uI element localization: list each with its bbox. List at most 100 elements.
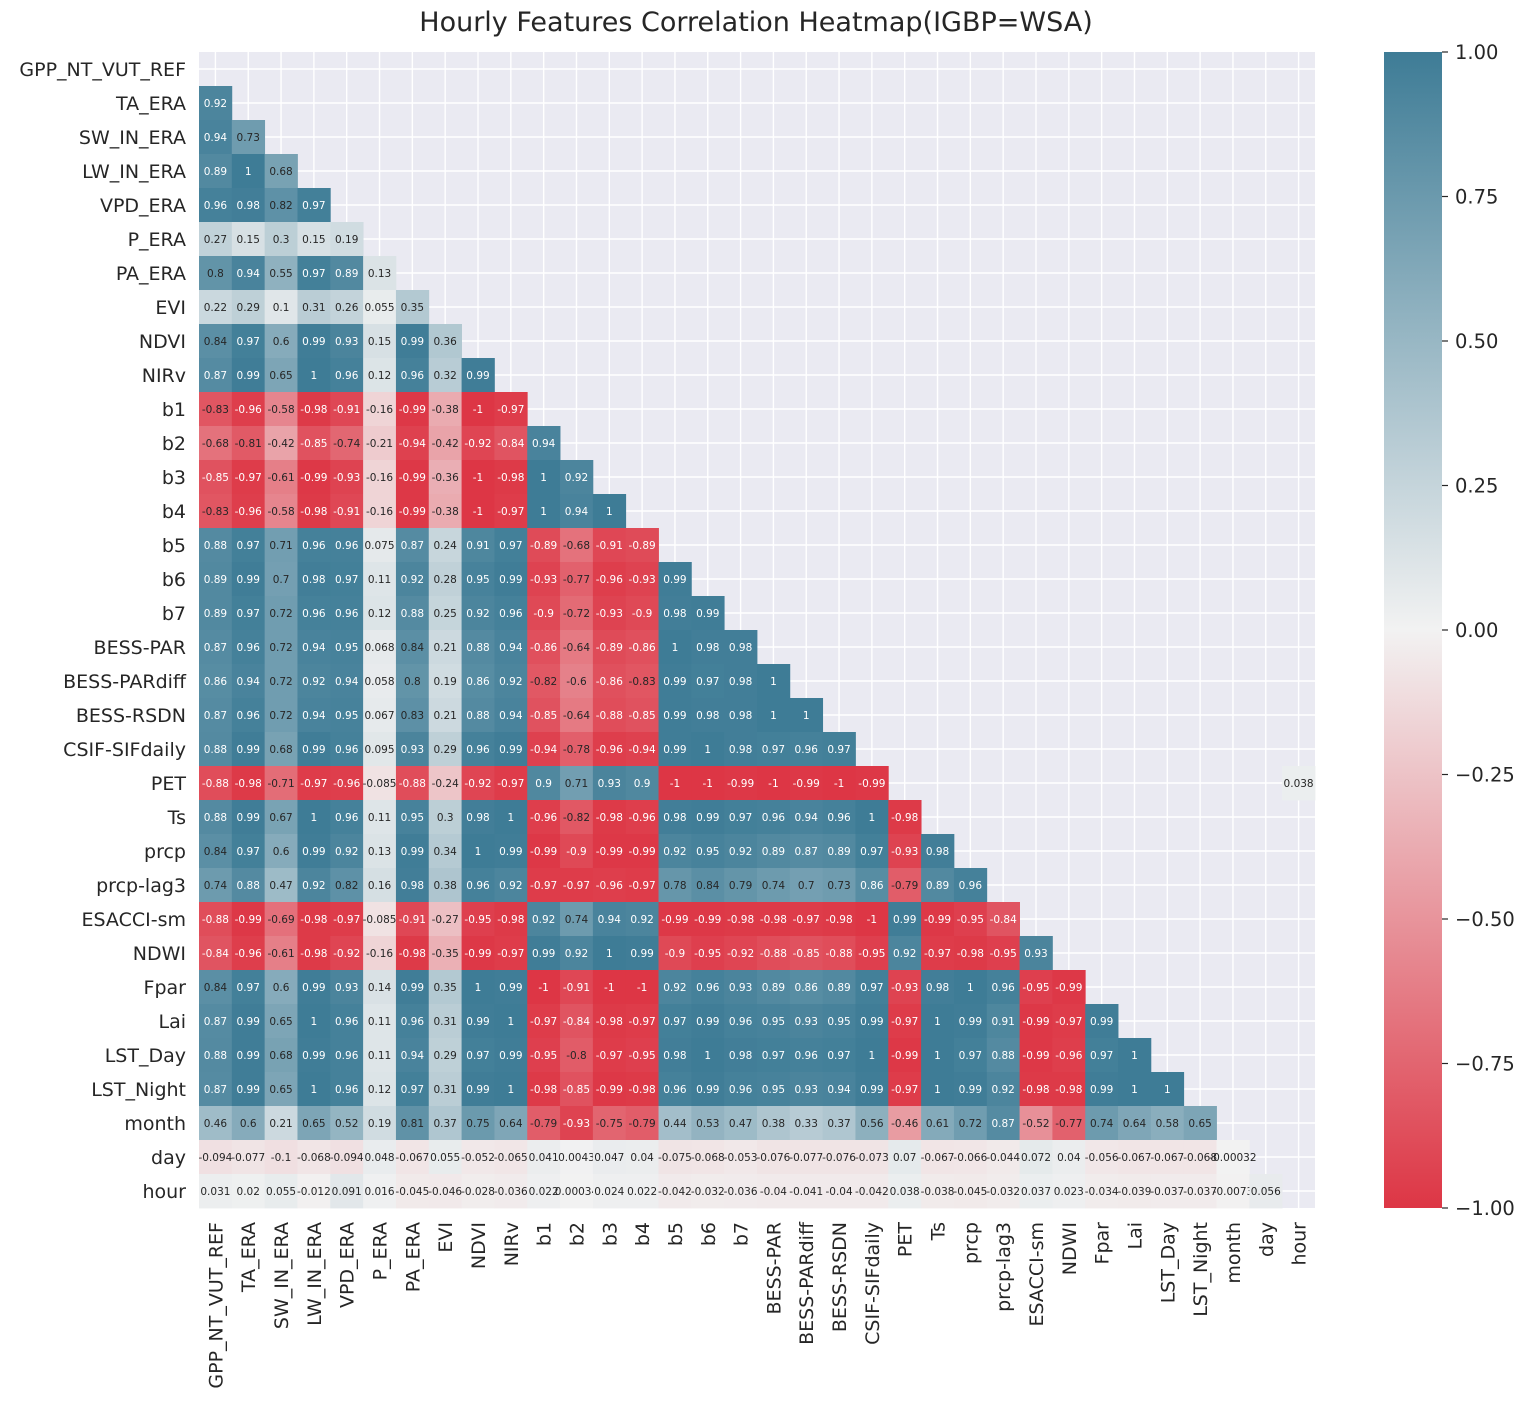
heatmap-cell-b3-NIRv xyxy=(494,460,528,495)
cell-value-label: 0.89 xyxy=(827,846,850,858)
cell-value-label: -0.92 xyxy=(727,948,754,960)
cell-value-label: 0.99 xyxy=(302,336,325,348)
cell-value-label: -0.9 xyxy=(665,948,686,960)
cell-value-label: 0.92 xyxy=(335,846,358,858)
heatmap-cell-prcp-PA_ERA xyxy=(395,834,430,869)
heatmap-cell-NDWI-ESACCI-sm xyxy=(1019,936,1053,971)
cell-value-label: 0.9 xyxy=(634,778,651,790)
cell-value-label: 0.96 xyxy=(401,370,425,382)
heatmap-cell-LST_Night-NDVI xyxy=(461,1072,495,1107)
cell-value-label: -0.99 xyxy=(399,404,426,416)
heatmap-cell-b2-P_ERA xyxy=(363,426,397,461)
cell-value-label: 0.058 xyxy=(364,676,394,688)
cell-value-label: -0.91 xyxy=(333,506,360,518)
x-tick-label: Fpar xyxy=(1092,1222,1114,1265)
cell-value-label: -0.86 xyxy=(530,642,557,654)
heatmap-cell-BESS-PAR-b7 xyxy=(724,630,758,665)
chart-title: Hourly Features Correlation Heatmap(IGBP… xyxy=(419,7,1092,38)
x-tick-label: PA_ERA xyxy=(402,1222,424,1292)
heatmap-cell-b5-NDVI xyxy=(461,528,495,563)
heatmap-cell-ESACCI-sm-prcp xyxy=(953,902,988,937)
heatmap-cell-LST_Night-b7 xyxy=(724,1072,758,1107)
y-tick-label: LST_Day xyxy=(105,1045,186,1067)
heatmap-cell-prcp-lag3-GPP_NT_VUT_REF xyxy=(199,868,233,903)
cell-value-label: -0.073 xyxy=(855,1152,889,1164)
cell-value-label: 0.61 xyxy=(926,1118,949,1130)
heatmap-cell-EVI-VPD_ERA xyxy=(330,290,364,325)
cell-value-label: 0.89 xyxy=(762,846,785,858)
cell-value-label: 1 xyxy=(869,1050,876,1062)
cell-value-label: 0.96 xyxy=(466,744,490,756)
heatmap-cell-NIRv-SW_IN_ERA xyxy=(264,358,298,393)
cell-value-label: -0.99 xyxy=(793,778,820,790)
cell-value-label: 0.99 xyxy=(401,982,424,994)
heatmap-cell-LST_Day-Fpar xyxy=(1085,1038,1119,1073)
heatmap-cell-b6-b5 xyxy=(658,562,692,597)
heatmap-cell-LST_Night-NDWI xyxy=(1052,1072,1086,1107)
heatmap-cell-Fpar-b3 xyxy=(592,970,627,1005)
heatmap-cell-Ts-b3 xyxy=(592,800,627,835)
cell-value-label: -0.99 xyxy=(596,1084,623,1096)
heatmap-cell-ESACCI-sm-EVI xyxy=(428,902,462,937)
heatmap-cell-Fpar-PA_ERA xyxy=(395,970,430,1005)
heatmap-cell-Fpar-BESS-PAR xyxy=(757,970,791,1005)
cell-value-label: -0.0073 xyxy=(1213,1186,1254,1198)
heatmap-cell-hour-P_ERA xyxy=(363,1174,397,1209)
heatmap-cell-BESS-PAR-b2 xyxy=(560,630,594,665)
y-tick-label: Lai xyxy=(158,1011,186,1033)
cell-value-label: -0.067 xyxy=(395,1152,429,1164)
heatmap-cell-b3-PA_ERA xyxy=(395,460,430,495)
cell-value-label: -0.96 xyxy=(596,880,623,892)
cell-value-label: 0.21 xyxy=(433,642,456,654)
heatmap-cell-month-b3 xyxy=(592,1106,627,1141)
heatmap-cell-hour-NDVI xyxy=(461,1174,495,1209)
heatmap-cell-b7-b2 xyxy=(560,596,594,631)
heatmap-cell-ESACCI-sm-CSIF-SIFdaily xyxy=(855,902,889,937)
heatmap-cell-b7-NIRv xyxy=(494,596,528,631)
heatmap-cell-NIRv-VPD_ERA xyxy=(330,358,364,393)
cell-value-label: -0.92 xyxy=(333,948,360,960)
heatmap-cell-Lai-ESACCI-sm xyxy=(1019,1004,1053,1039)
cell-value-label: 0.99 xyxy=(499,1050,522,1062)
y-tick-label: BESS-PAR xyxy=(94,637,186,659)
y-tick-label: SW_IN_ERA xyxy=(79,127,186,149)
heatmap-cell-day-b5 xyxy=(658,1140,692,1175)
heatmap-cell-BESS-RSDN-SW_IN_ERA xyxy=(264,698,298,733)
cell-value-label: 0.86 xyxy=(860,880,884,892)
heatmap-cell-Fpar-LW_IN_ERA xyxy=(297,970,331,1005)
heatmap-cell-b4-EVI xyxy=(428,494,462,529)
heatmap-cell-Ts-b1 xyxy=(527,800,561,835)
heatmap-cell-LST_Day-prcp xyxy=(953,1038,988,1073)
cell-value-label: 0.89 xyxy=(827,982,850,994)
cell-value-label: 0.96 xyxy=(827,812,851,824)
cell-value-label: 0.36 xyxy=(433,336,457,348)
heatmap-cell-prcp-lag3-Ts xyxy=(921,868,955,903)
cell-value-label: -0.86 xyxy=(596,676,623,688)
heatmap-cell-Lai-prcp-lag3 xyxy=(986,1004,1020,1039)
x-tick-label: LST_Day xyxy=(1157,1222,1179,1303)
heatmap-cell-b3-LW_IN_ERA xyxy=(297,460,331,495)
cell-value-label: 0.97 xyxy=(237,336,260,348)
heatmap-cell-month-b7 xyxy=(724,1106,758,1141)
heatmap-cell-NDWI-CSIF-SIFdaily xyxy=(855,936,889,971)
heatmap-cell-PET-CSIF-SIFdaily xyxy=(855,766,889,801)
cell-value-label: 0.72 xyxy=(269,642,292,654)
heatmap-cell-month-Fpar xyxy=(1085,1106,1119,1141)
cell-value-label: 1 xyxy=(704,744,711,756)
cell-value-label: 0.96 xyxy=(335,370,359,382)
cell-value-label: 0.91 xyxy=(991,1016,1014,1028)
heatmap-cell-NDVI-P_ERA xyxy=(363,324,397,359)
cell-value-label: -0.93 xyxy=(891,846,918,858)
cell-value-label: 0.00034 xyxy=(555,1186,599,1198)
heatmap-cell-BESS-PARdiff-SW_IN_ERA xyxy=(264,664,298,699)
heatmap-cell-BESS-RSDN-b5 xyxy=(658,698,692,733)
heatmap-cell-CSIF-SIFdaily-BESS-RSDN xyxy=(822,732,856,767)
heatmap-cell-prcp-lag3-P_ERA xyxy=(363,868,397,903)
cell-value-label: 0.96 xyxy=(204,200,228,212)
heatmap-cell-NDWI-b6 xyxy=(691,936,725,971)
cell-value-label: 0.13 xyxy=(368,846,391,858)
heatmap-cell-Lai-b3 xyxy=(592,1004,627,1039)
cell-value-label: -0.034 xyxy=(1085,1186,1119,1198)
cell-value-label: 0.96 xyxy=(762,812,786,824)
cell-value-label: 0.99 xyxy=(466,1016,489,1028)
